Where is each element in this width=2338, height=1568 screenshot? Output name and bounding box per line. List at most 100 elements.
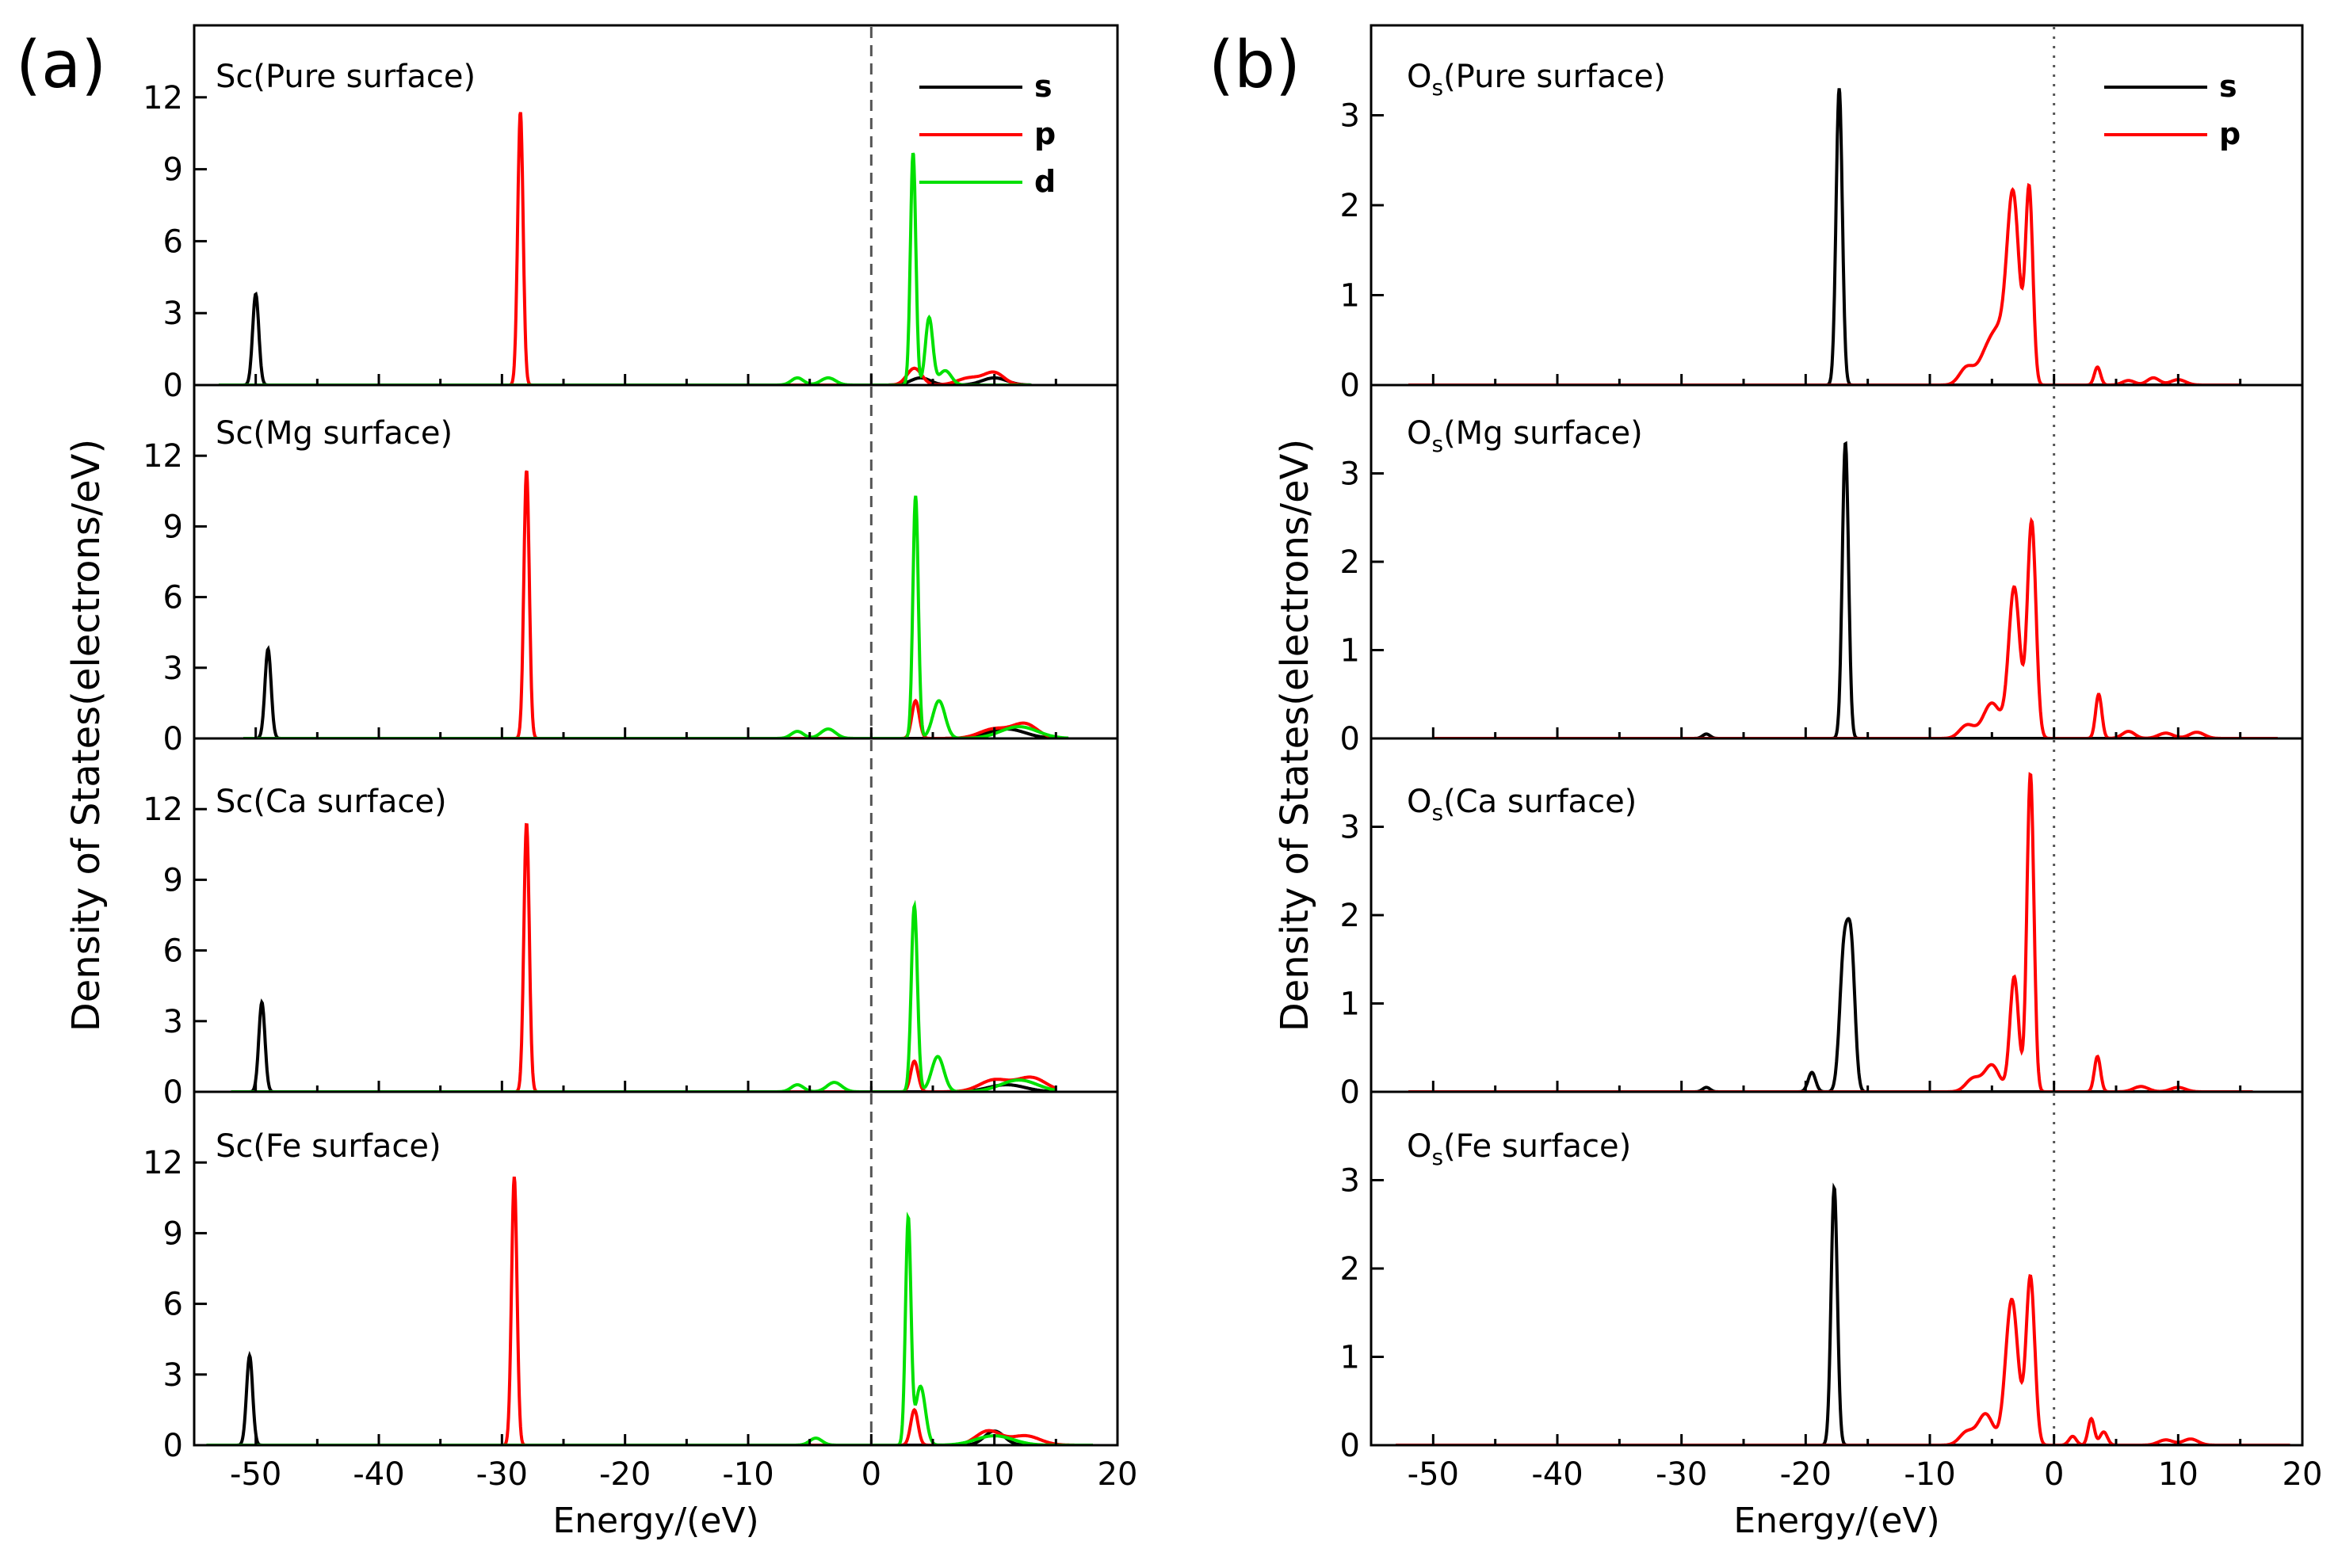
x-tick-label: -50 xyxy=(1408,1456,1459,1493)
x-tick-label: -50 xyxy=(230,1456,281,1493)
panel-label-main: O xyxy=(1407,784,1431,820)
y-tick-label: 3 xyxy=(163,296,183,332)
panel-frame xyxy=(193,1090,1119,1447)
panel: 0 1 2 3 Os(Fe surface) xyxy=(1340,1090,2304,1464)
y-tick-label: 0 xyxy=(1340,368,1360,404)
panel: 0 3 6 9 12 Sc(Ca surface) xyxy=(143,737,1119,1111)
y-tick-label: 3 xyxy=(1340,456,1360,493)
y-tick-label: 6 xyxy=(163,223,183,260)
y-tick-label: 1 xyxy=(1340,278,1360,315)
x-tick-label: -10 xyxy=(1904,1456,1955,1493)
panel-label-rest: (Pure surface) xyxy=(1443,59,1666,95)
series-line-s xyxy=(243,645,1069,738)
y-tick-label: 6 xyxy=(163,1287,183,1323)
y-tick-label: 0 xyxy=(1340,721,1360,757)
y-tick-label: 9 xyxy=(163,509,183,545)
y-tick-label: 9 xyxy=(163,152,183,189)
panel-label: Os(Mg surface) xyxy=(1407,415,1643,457)
panel-label-main: O xyxy=(1407,1128,1431,1165)
y-tick-label: 2 xyxy=(1340,898,1360,934)
x-tick-label: -40 xyxy=(1531,1456,1583,1493)
y-tick-label: 0 xyxy=(163,721,183,757)
legend-label-p: p xyxy=(2219,116,2241,151)
x-tick-label: 20 xyxy=(1098,1456,1138,1493)
y-tick-label: 2 xyxy=(1340,544,1360,581)
series-line-d xyxy=(206,1211,1093,1445)
x-tick-label: -20 xyxy=(1780,1456,1832,1493)
panel-label-rest: (Ca surface) xyxy=(1443,784,1637,820)
panel-label-sub: s xyxy=(1431,799,1443,826)
series-line-s xyxy=(1408,917,2253,1092)
x-tick-label: -30 xyxy=(476,1456,528,1493)
series-line-s xyxy=(1408,88,2241,385)
panel-label-sub: s xyxy=(1431,1144,1443,1170)
panel-label: Os(Ca surface) xyxy=(1407,784,1637,826)
legend-label-s: s xyxy=(1034,69,1052,104)
panel-label: Os(Pure surface) xyxy=(1407,59,1666,101)
panel-label-sub: s xyxy=(1431,74,1443,101)
series-line-p xyxy=(1408,182,2241,385)
legend-label-p: p xyxy=(1034,116,1056,151)
y-tick-label: 2 xyxy=(1340,188,1360,224)
y-tick-label: 3 xyxy=(163,1004,183,1040)
panel: 0 1 2 3 Os(Mg surface) xyxy=(1340,383,2304,757)
x-tick-label: 0 xyxy=(2044,1456,2064,1493)
y-tick-label: 1 xyxy=(1340,986,1360,1023)
panel: 0 3 6 9 12 Sc(Mg surface) xyxy=(143,383,1119,757)
panel-label-main: O xyxy=(1407,415,1431,452)
y-tick-label: 3 xyxy=(1340,810,1360,846)
figure-letter: (a) xyxy=(16,28,106,103)
panel-label-rest: (Mg surface) xyxy=(1443,415,1643,452)
y-tick-label: 3 xyxy=(163,650,183,687)
x-tick-label: 10 xyxy=(2158,1456,2199,1493)
x-tick-label: -30 xyxy=(1656,1456,1707,1493)
x-axis-label: Energy/(eV) xyxy=(1733,1501,1939,1541)
y-tick-label: 0 xyxy=(163,1428,183,1464)
x-tick-label: 0 xyxy=(861,1456,881,1493)
x-tick-label: -20 xyxy=(599,1456,651,1493)
series-line-s xyxy=(206,1350,1093,1445)
y-tick-label: 3 xyxy=(1340,98,1360,135)
y-tick-label: 9 xyxy=(163,862,183,898)
y-tick-label: 0 xyxy=(163,1074,183,1111)
series-line-p xyxy=(231,822,1057,1092)
y-tick-label: 1 xyxy=(1340,633,1360,670)
y-tick-label: 6 xyxy=(163,580,183,616)
panel-label: Os(Fe surface) xyxy=(1407,1128,1631,1170)
panel: 0 3 6 9 12 Sc(Fe surface) xyxy=(143,1090,1119,1464)
panel: 0 3 6 9 12 Sc(Pure surface) spd xyxy=(143,24,1119,404)
series-line-p xyxy=(206,1176,1093,1445)
series-line-s xyxy=(1396,1182,2290,1445)
y-tick-label: 0 xyxy=(1340,1428,1360,1464)
y-tick-label: 1 xyxy=(1340,1340,1360,1376)
y-tick-label: 12 xyxy=(143,80,183,116)
panel-label-sub: s xyxy=(1431,431,1443,457)
y-tick-label: 12 xyxy=(143,792,183,828)
y-tick-label: 12 xyxy=(143,1145,183,1181)
x-axis-label: Energy/(eV) xyxy=(552,1501,758,1541)
series-line-d xyxy=(243,495,1069,738)
y-tick-label: 3 xyxy=(1340,1163,1360,1200)
panel-label-rest: (Fe surface) xyxy=(1443,1128,1631,1165)
x-tick-label: -40 xyxy=(353,1456,404,1493)
series-line-p xyxy=(243,470,1068,738)
panel-label: Sc(Mg surface) xyxy=(216,415,453,452)
panel: 0 1 2 3 Os(Ca surface) xyxy=(1340,737,2304,1111)
y-axis-label: Density of States(electrons/eV) xyxy=(64,439,109,1032)
y-tick-label: 3 xyxy=(163,1357,183,1394)
series-line-p xyxy=(1433,517,2278,738)
x-tick-label: 10 xyxy=(974,1456,1014,1493)
y-tick-label: 12 xyxy=(143,438,183,475)
figure-letter: (b) xyxy=(1209,28,1301,103)
panel-label: Sc(Pure surface) xyxy=(216,59,476,95)
panel-label: Sc(Ca surface) xyxy=(216,784,447,820)
panel-label: Sc(Fe surface) xyxy=(216,1128,441,1165)
x-tick-label: 20 xyxy=(2283,1456,2323,1493)
legend-label-s: s xyxy=(2219,69,2237,104)
y-tick-label: 6 xyxy=(163,933,183,970)
y-tick-label: 2 xyxy=(1340,1251,1360,1288)
x-tick-label: -10 xyxy=(722,1456,774,1493)
series-line-d xyxy=(231,899,1056,1092)
series-line-s xyxy=(1433,441,2278,738)
